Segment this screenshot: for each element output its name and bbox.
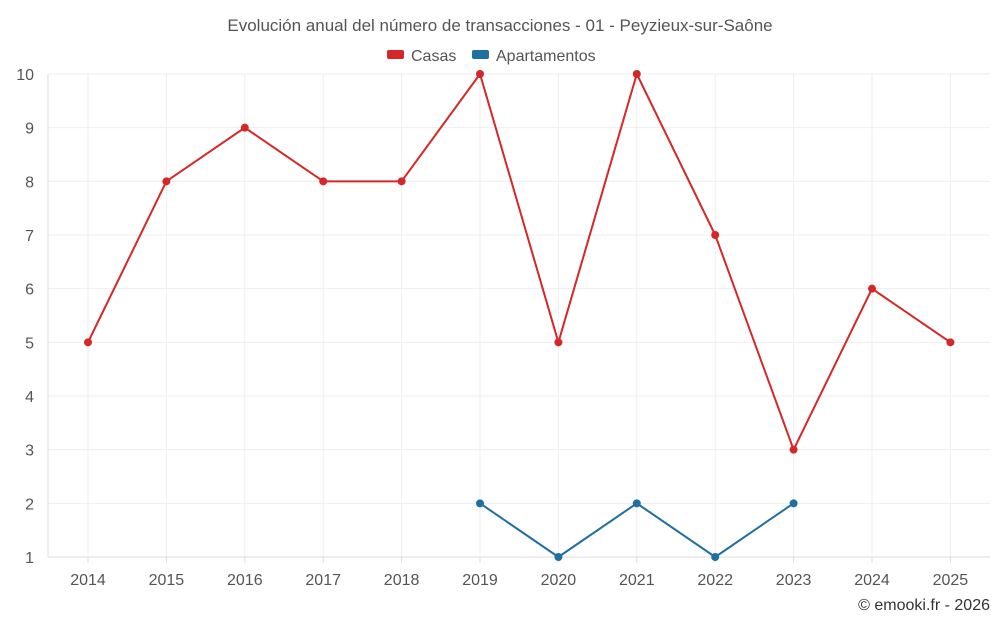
y-tick-label: 10 — [16, 67, 34, 84]
data-point-apartamentos[interactable] — [711, 553, 720, 561]
data-point-casas[interactable] — [946, 338, 955, 347]
x-tick-label: 2021 — [619, 572, 655, 589]
data-point-casas[interactable] — [711, 231, 720, 239]
legend-item-apartamentos[interactable]: Apartamentos — [472, 48, 596, 65]
y-tick-label: 4 — [25, 389, 34, 406]
legend-label-apartamentos: Apartamentos — [496, 48, 596, 65]
data-point-casas[interactable] — [162, 177, 171, 186]
legend-item-casas[interactable]: Casas — [387, 48, 456, 65]
x-tick-label: 2025 — [933, 572, 969, 589]
data-point-casas[interactable] — [240, 123, 249, 132]
y-tick-label: 7 — [25, 228, 34, 245]
series-casas — [84, 70, 955, 454]
legend-label-casas: Casas — [411, 48, 456, 65]
series-apartamentos — [476, 499, 798, 561]
y-tick-label: 2 — [25, 496, 34, 513]
x-tick-label: 2020 — [541, 572, 577, 589]
data-point-apartamentos[interactable] — [632, 499, 641, 508]
data-point-casas[interactable] — [554, 338, 563, 347]
data-point-casas[interactable] — [868, 284, 876, 293]
data-point-casas[interactable] — [319, 177, 328, 186]
x-tick-label: 2019 — [462, 572, 498, 589]
y-tick-label: 5 — [25, 335, 34, 352]
x-tick-label: 2014 — [70, 572, 106, 589]
grid — [48, 73, 990, 557]
y-tick-label: 8 — [25, 174, 34, 191]
axes: 1 2 3 4 5 6 7 8 9 10 2014 2015 2016 2017 2018 2019 2020 2… — [16, 67, 990, 589]
x-tick-label: 2015 — [149, 572, 185, 589]
y-tick-label: 3 — [25, 443, 34, 460]
data-point-casas[interactable] — [789, 445, 798, 454]
data-point-casas[interactable] — [632, 70, 641, 78]
chart-title: Evolución anual del número de transaccio… — [227, 16, 772, 35]
x-tick-label: 2023 — [776, 572, 812, 589]
y-tick-label: 1 — [25, 550, 34, 567]
legend-swatch-casas — [387, 50, 404, 59]
x-tick-label: 2024 — [854, 572, 890, 589]
x-tick-label: 2017 — [305, 572, 341, 589]
y-tick-label: 9 — [25, 121, 34, 138]
data-point-apartamentos[interactable] — [476, 499, 484, 508]
credit-text: © emooki.fr - 2026 — [858, 597, 990, 614]
data-point-casas[interactable] — [476, 70, 484, 78]
x-tick-label: 2018 — [384, 572, 420, 589]
data-point-apartamentos[interactable] — [789, 499, 798, 508]
x-tick-label: 2022 — [697, 572, 733, 589]
y-tick-label: 6 — [25, 282, 34, 299]
data-point-casas[interactable] — [397, 177, 406, 186]
x-tick-label: 2016 — [227, 572, 263, 589]
data-point-apartamentos[interactable] — [554, 553, 563, 561]
data-point-casas[interactable] — [84, 338, 92, 347]
series-line-casas — [87, 73, 951, 451]
legend[interactable]: Casas Apartamentos — [387, 48, 596, 65]
series — [84, 70, 955, 561]
legend-swatch-apartamentos — [472, 50, 489, 59]
